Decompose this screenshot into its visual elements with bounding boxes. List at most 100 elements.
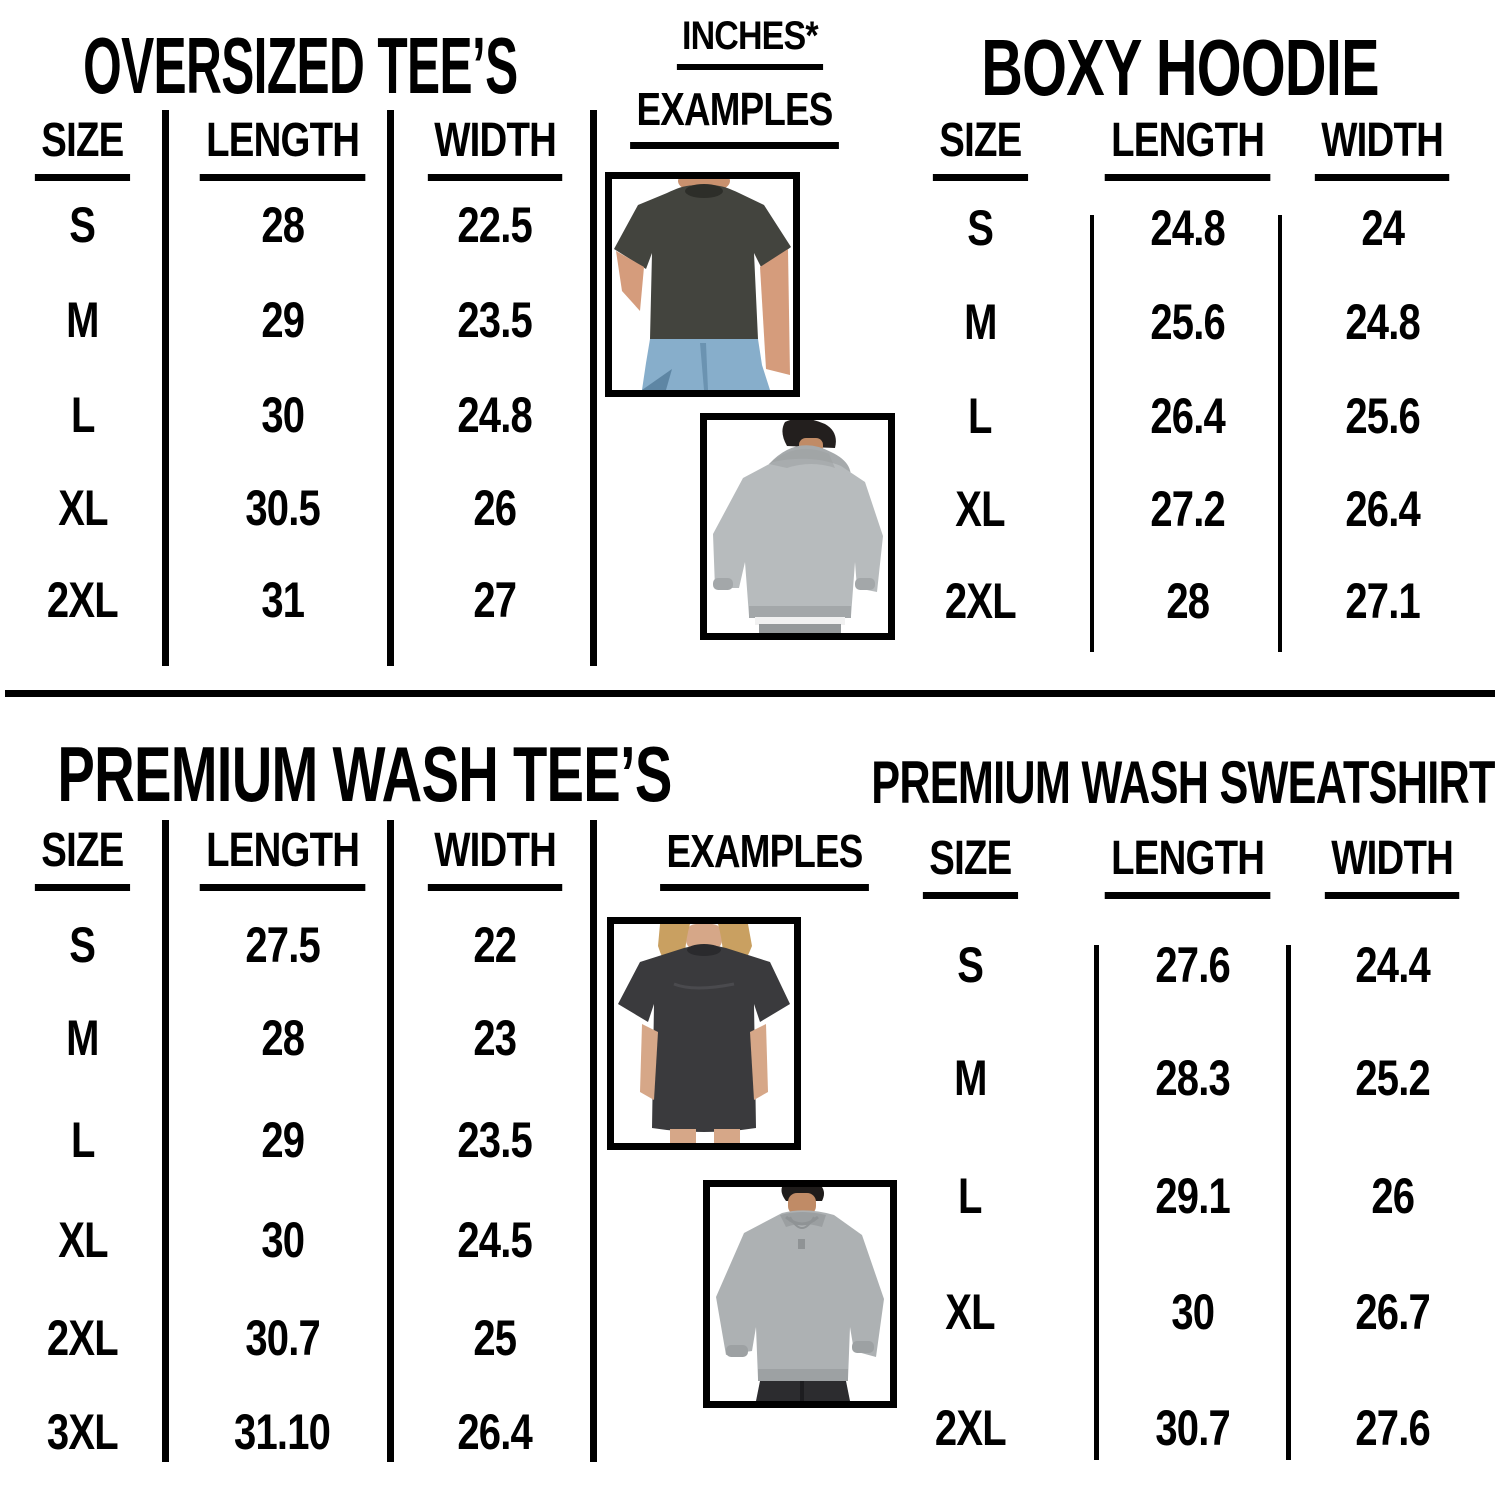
length-cell: 30 [1171, 1284, 1215, 1340]
column-divider [1094, 945, 1099, 1460]
width-cell: 27.6 [1355, 1400, 1430, 1456]
column-header-length: LENGTH [175, 110, 390, 184]
length-cell: 29 [261, 1112, 305, 1168]
length-cell: 28 [1166, 573, 1210, 629]
length-cell: 30 [261, 387, 305, 443]
width-cell: 22.5 [457, 197, 533, 253]
length-cell: 27.5 [245, 917, 320, 973]
dark-oversized-tee-photo [605, 172, 800, 397]
length-cell: 29.1 [1155, 1168, 1230, 1224]
width-cell: 24.4 [1355, 937, 1430, 993]
premium-wash-sweatshirt-title: PREMIUM WASH SWEATSHIRT [870, 748, 1495, 816]
examples-heading: EXAMPLES [585, 83, 885, 149]
section-divider [590, 110, 597, 666]
column-divider [1286, 945, 1291, 1460]
column-divider [1278, 215, 1282, 652]
length-cell: 28 [261, 1010, 305, 1066]
width-cell: 25.6 [1345, 388, 1420, 444]
column-header-width: WIDTH [1290, 110, 1475, 184]
length-cell: 27.2 [1150, 481, 1225, 537]
column-header-length: LENGTH [1095, 828, 1280, 902]
width-cell: 23.5 [457, 292, 533, 348]
column-header-width: WIDTH [1300, 828, 1485, 902]
column-divider [162, 110, 169, 666]
column-divider [1090, 215, 1094, 652]
length-cell: 31 [261, 572, 305, 628]
size-cell: 2XL [944, 573, 1017, 629]
width-cell: 25 [473, 1310, 518, 1366]
width-cell: 22 [473, 917, 518, 973]
washed-black-tee-photo [607, 917, 801, 1150]
width-cell: 26 [1371, 1168, 1415, 1224]
size-cell: M [953, 1050, 987, 1106]
section-divider [590, 820, 597, 1462]
boxy-hoodie-title: BOXY HOODIE [981, 23, 1379, 112]
oversized-tees-title: OVERSIZED TEE’S [82, 21, 518, 110]
length-cell: 31.10 [234, 1404, 331, 1460]
size-cell: 2XL [47, 1310, 119, 1366]
grey-boxy-hoodie-photo [700, 413, 895, 640]
column-header-width: WIDTH [400, 820, 590, 894]
column-header-size: SIZE [890, 828, 1050, 902]
section-divider [5, 690, 1495, 697]
size-cell: S [967, 200, 994, 256]
width-cell: 25.2 [1355, 1050, 1430, 1106]
length-cell: 30 [261, 1212, 305, 1268]
column-divider [387, 820, 394, 1462]
size-cell: L [968, 388, 992, 444]
length-cell: 28.3 [1155, 1050, 1230, 1106]
size-cell: S [69, 197, 97, 253]
size-cell: XL [57, 480, 108, 536]
washed-black-tee-illustration [614, 924, 794, 1143]
length-cell: 30.7 [245, 1310, 320, 1366]
size-cell: L [70, 387, 95, 443]
washed-grey-sweatshirt-photo [703, 1180, 897, 1408]
length-cell: 26.4 [1150, 388, 1225, 444]
size-cell: XL [57, 1212, 108, 1268]
size-cell: M [66, 292, 99, 348]
size-cell: XL [945, 1284, 995, 1340]
width-cell: 24.8 [1345, 294, 1420, 350]
size-cell: S [957, 937, 984, 993]
width-cell: 26.7 [1355, 1284, 1430, 1340]
length-cell: 29 [261, 292, 305, 348]
size-cell: M [963, 294, 997, 350]
length-cell: 25.6 [1150, 294, 1225, 350]
width-cell: 24.8 [457, 387, 533, 443]
length-cell: 30.5 [245, 480, 320, 536]
width-cell: 27 [473, 572, 518, 628]
size-cell: 2XL [934, 1400, 1007, 1456]
examples-column-header: EXAMPLES [630, 820, 900, 894]
washed-grey-sweatshirt-illustration [710, 1187, 890, 1401]
size-cell: M [66, 1010, 99, 1066]
width-cell: 26.4 [457, 1404, 533, 1460]
width-cell: 23.5 [457, 1112, 533, 1168]
width-cell: 24 [1361, 200, 1405, 256]
units-label: INCHES* [615, 14, 885, 70]
dark-oversized-tee-illustration [612, 179, 793, 390]
length-cell: 30.7 [1155, 1400, 1230, 1456]
width-cell: 26 [473, 480, 518, 536]
column-divider [387, 110, 394, 666]
column-header-size: SIZE [900, 110, 1060, 184]
width-cell: 26.4 [1345, 481, 1420, 537]
size-cell: 3XL [47, 1404, 119, 1460]
size-cell: L [958, 1168, 982, 1224]
length-cell: 24.8 [1150, 200, 1225, 256]
width-cell: 27.1 [1345, 573, 1420, 629]
size-cell: S [69, 917, 97, 973]
column-header-size: SIZE [0, 820, 165, 894]
size-cell: L [70, 1112, 95, 1168]
width-cell: 24.5 [457, 1212, 533, 1268]
column-header-size: SIZE [0, 110, 165, 184]
width-cell: 23 [473, 1010, 518, 1066]
column-header-length: LENGTH [175, 820, 390, 894]
length-cell: 27.6 [1155, 937, 1230, 993]
length-cell: 28 [261, 197, 305, 253]
size-cell: XL [955, 481, 1005, 537]
column-header-width: WIDTH [400, 110, 590, 184]
column-divider [162, 820, 169, 1462]
size-cell: 2XL [47, 572, 119, 628]
grey-boxy-hoodie-illustration [707, 420, 888, 633]
